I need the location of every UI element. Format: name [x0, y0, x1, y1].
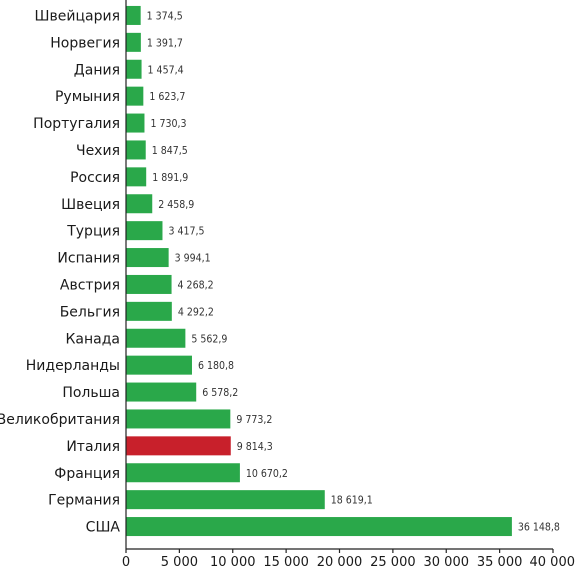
value-label: 1 457,4 [148, 64, 184, 76]
bar-россия [126, 167, 147, 187]
category-label: Норвегия [50, 35, 120, 51]
value-label: 9 814,3 [237, 441, 273, 453]
bar-сша [126, 517, 512, 537]
value-label: 1 891,9 [152, 172, 188, 184]
bar-швейцария [126, 5, 141, 25]
bar-португалия [126, 113, 145, 133]
category-label: Россия [70, 170, 120, 186]
category-label: США [86, 520, 121, 536]
category-label: Великобритания [0, 412, 120, 428]
category-label: Португалия [33, 116, 120, 132]
category-label: Турция [66, 224, 120, 240]
category-label: Испания [57, 251, 120, 267]
bar-канада [126, 328, 186, 348]
bar-норвегия [126, 32, 141, 52]
value-label: 5 562,9 [191, 333, 227, 345]
x-tick-label: 20 000 [317, 555, 363, 569]
x-tick-label: 0 [122, 555, 130, 569]
category-label: Швейцария [35, 8, 120, 24]
x-tick-label: 5 000 [161, 555, 198, 569]
value-label: 10 670,2 [246, 468, 288, 480]
x-axis-ticks: 0 5 000 10 000 15 000 20 000 25 000 30 000 35 0… [122, 549, 575, 569]
x-tick-label: 10 000 [210, 555, 256, 569]
bar-дания [126, 59, 142, 79]
category-labels: Швейцария Норвегия Дания Румыния Португалия Ч… [0, 8, 120, 535]
bars-group [126, 5, 512, 537]
x-tick-label: 30 000 [424, 555, 470, 569]
value-label: 4 268,2 [178, 279, 214, 291]
category-label: Нидерланды [26, 358, 120, 374]
value-label: 3 417,5 [168, 226, 204, 238]
bar-великобритания [126, 409, 231, 429]
x-tick-label: 25 000 [370, 555, 416, 569]
value-label: 9 773,2 [236, 414, 272, 426]
value-label: 3 994,1 [175, 253, 211, 265]
value-label: 1 391,7 [147, 37, 183, 49]
bar-австрия [126, 274, 172, 294]
value-label: 1 374,5 [147, 10, 183, 22]
bar-румыния [126, 86, 144, 106]
value-label: 18 619,1 [331, 495, 373, 507]
category-label: Канада [65, 331, 120, 347]
category-label: Франция [54, 466, 120, 482]
bar-италия [126, 436, 231, 456]
value-label: 4 292,2 [178, 306, 214, 318]
category-label: Италия [66, 439, 120, 455]
bar-турция [126, 221, 163, 241]
bar-чехия [126, 140, 146, 160]
bar-германия [126, 490, 325, 510]
bar-франция [126, 463, 240, 483]
value-label: 6 578,2 [202, 387, 238, 399]
category-label: Австрия [60, 277, 120, 293]
bar-нидерланды [126, 355, 192, 375]
bar-бельгия [126, 301, 172, 321]
category-label: Дания [74, 62, 120, 78]
category-label: Германия [48, 493, 120, 509]
value-label: 1 730,3 [150, 118, 186, 130]
category-label: Бельгия [60, 304, 120, 320]
value-label: 36 148,8 [518, 522, 560, 534]
value-label: 1 623,7 [149, 91, 185, 103]
category-label: Румыния [55, 89, 120, 105]
category-label: Чехия [76, 143, 120, 159]
bar-испания [126, 248, 169, 268]
value-label: 2 458,9 [158, 199, 194, 211]
x-tick-label: 35 000 [477, 555, 523, 569]
category-label: Швеция [61, 197, 120, 213]
x-tick-label: 15 000 [263, 555, 309, 569]
x-tick-label: 40 000 [530, 555, 576, 569]
value-label: 1 847,5 [152, 145, 188, 157]
category-label: Польша [62, 385, 120, 401]
value-labels: 1 374,5 1 391,7 1 457,4 1 623,7 1 730,3 1 847… [147, 10, 560, 533]
bar-швеция [126, 194, 153, 214]
value-label: 6 180,8 [198, 360, 234, 372]
bar-польша [126, 382, 197, 402]
